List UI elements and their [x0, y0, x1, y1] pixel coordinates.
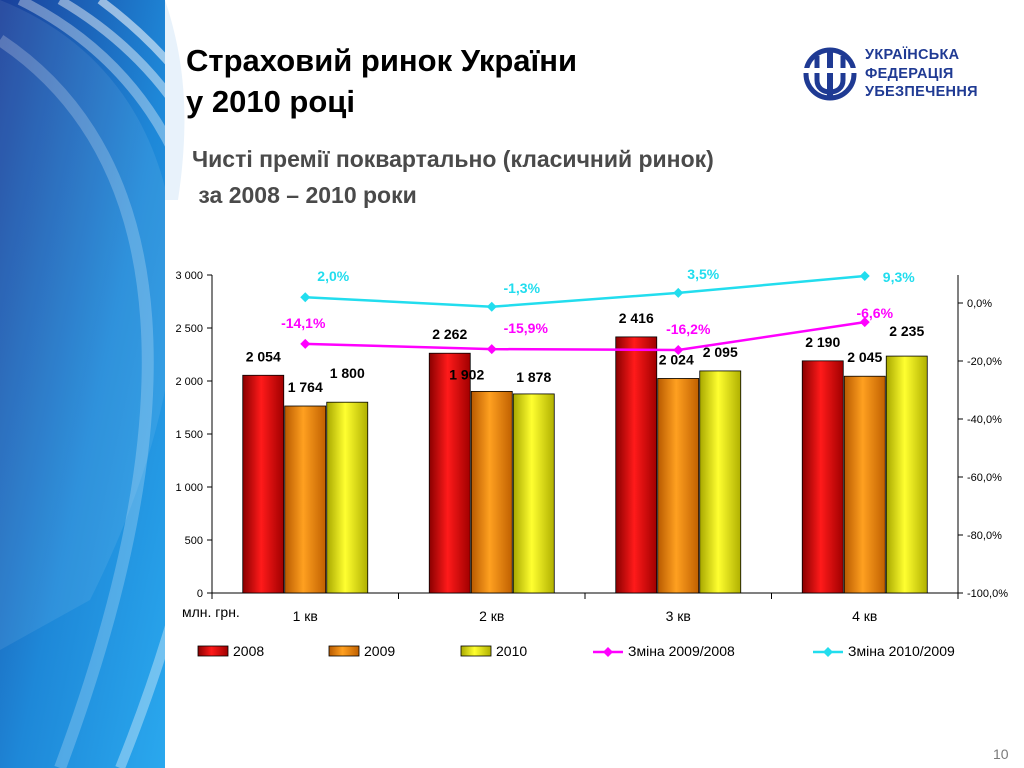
- chart-axes: 0 500 1 000 1 500 2 000 2 500 3 000 0,0% -20,0% -…: [175, 270, 1008, 624]
- y2-tick-label: 0,0%: [967, 298, 992, 310]
- legend-marker: [603, 647, 613, 657]
- legend-swatch-2009: [328, 645, 360, 657]
- bar-value-label: 2 095: [703, 344, 738, 360]
- title-line-1: Страховий ринок України: [186, 43, 578, 78]
- bar-2009-2: [470, 390, 513, 594]
- y2-tick-label: -80,0%: [967, 530, 1002, 542]
- line-marker: [859, 317, 870, 328]
- bar-2010-2: [512, 393, 555, 594]
- logo-line-3: УБЕЗПЕЧЕННЯ: [865, 84, 978, 100]
- line-marker: [859, 271, 870, 282]
- bar-value-label: 2 054: [246, 348, 281, 364]
- page-title: Страховий ринок України у 2010 році: [186, 40, 577, 122]
- bar-2010-1: [326, 401, 369, 594]
- legend-label: 2009: [364, 643, 395, 659]
- line-marker: [300, 292, 311, 303]
- line-marker: [486, 344, 497, 355]
- y-tick-label: 500: [185, 535, 203, 547]
- legend-label: 2008: [233, 643, 264, 659]
- bar-2009-1: [284, 405, 327, 594]
- line-marker: [673, 287, 684, 298]
- bar-value-label: 2 416: [619, 310, 654, 326]
- bar-2009-4: [843, 375, 886, 594]
- y2-tick-label: -40,0%: [967, 414, 1002, 426]
- line-value-label: -14,1%: [281, 315, 326, 331]
- y2-tick-label: -60,0%: [967, 472, 1002, 484]
- line-value-label: -16,2%: [666, 321, 711, 337]
- bar-2009-3: [657, 378, 700, 594]
- x-tick-label: 4 кв: [852, 608, 877, 624]
- page-number: 10: [993, 746, 1009, 762]
- x-tick-label: 2 кв: [479, 608, 504, 624]
- legend-label: 2010: [496, 643, 527, 659]
- bar-2010-3: [699, 370, 742, 594]
- bar-value-label: 1 764: [288, 379, 323, 395]
- bar-2010-4: [885, 355, 928, 594]
- y-tick-label: 2 000: [175, 376, 203, 388]
- line-value-label: -6,6%: [856, 305, 893, 321]
- x-tick-label: 3 кв: [666, 608, 691, 624]
- y-tick-label: 2 500: [175, 323, 203, 335]
- bar-2008-4: [801, 360, 844, 594]
- bar-value-label: 2 190: [805, 334, 840, 350]
- chart-labels: 2 054 1 764 1 800 2 262 1 902 1 878 2 416 2 024…: [246, 266, 925, 395]
- trident-logo-icon: [803, 47, 857, 101]
- logo-line-2: ФЕДЕРАЦІЯ: [865, 65, 954, 82]
- subtitle-line-1: Чисті премії поквартально (класичний рин…: [192, 146, 714, 172]
- legend-swatch-2008: [197, 645, 229, 657]
- logo-line-1: УКРАЇНСЬКА: [865, 47, 960, 63]
- title-line-2: у 2010 році: [186, 84, 355, 119]
- bar-value-label: 2 262: [432, 326, 467, 342]
- page-subtitle: Чисті премії поквартально (класичний рин…: [192, 141, 714, 213]
- y-tick-label: 3 000: [175, 270, 203, 282]
- chart-bars: [242, 336, 928, 594]
- bar-value-label: 1 902: [449, 366, 484, 382]
- line-value-label: -15,9%: [504, 320, 549, 336]
- y-tick-label: 0: [197, 588, 203, 600]
- federation-logo: УКРАЇНСЬКА ФЕДЕРАЦІЯ УБЕЗПЕЧЕННЯ: [803, 42, 993, 106]
- line-value-label: -1,3%: [503, 280, 540, 296]
- subtitle-line-2: за 2008 – 2010 роки: [192, 182, 417, 208]
- line-value-label: 2,0%: [317, 268, 349, 284]
- bar-2008-2: [428, 352, 471, 594]
- legend-label: Зміна 2010/2009: [848, 643, 955, 659]
- bar-2008-1: [242, 374, 285, 594]
- y2-tick-label: -100,0%: [967, 588, 1008, 600]
- logo-text: УКРАЇНСЬКА ФЕДЕРАЦІЯ УБЕЗПЕЧЕННЯ: [865, 46, 978, 102]
- chart-legend: 2008 2009 2010 Зміна 2009/2008 Зміна 2010/20…: [197, 643, 955, 659]
- y-tick-label: 1 000: [175, 482, 203, 494]
- line-change-2010-2009: [305, 274, 865, 309]
- line-marker: [300, 338, 311, 349]
- line-marker: [486, 301, 497, 312]
- bar-value-label: 1 800: [330, 365, 365, 381]
- bar-value-label: 2 024: [659, 351, 694, 367]
- legend-swatch-2010: [460, 645, 492, 657]
- y-tick-label: 1 500: [175, 429, 203, 441]
- bar-value-label: 2 045: [847, 349, 882, 365]
- x-tick-label: 1 кв: [293, 608, 318, 624]
- y2-tick-label: -20,0%: [967, 356, 1002, 368]
- chart-lines: [300, 271, 870, 355]
- unit-label: млн. грн.: [182, 604, 240, 620]
- bar-2008-3: [615, 336, 658, 594]
- line-value-label: 3,5%: [687, 266, 719, 282]
- line-marker: [673, 344, 684, 355]
- legend-label: Зміна 2009/2008: [628, 643, 735, 659]
- bar-value-label: 1 878: [516, 369, 551, 385]
- bar-value-label: 2 235: [889, 323, 924, 339]
- line-change-2009-2008: [305, 320, 865, 352]
- line-value-label: 9,3%: [883, 269, 915, 285]
- legend-marker: [823, 647, 833, 657]
